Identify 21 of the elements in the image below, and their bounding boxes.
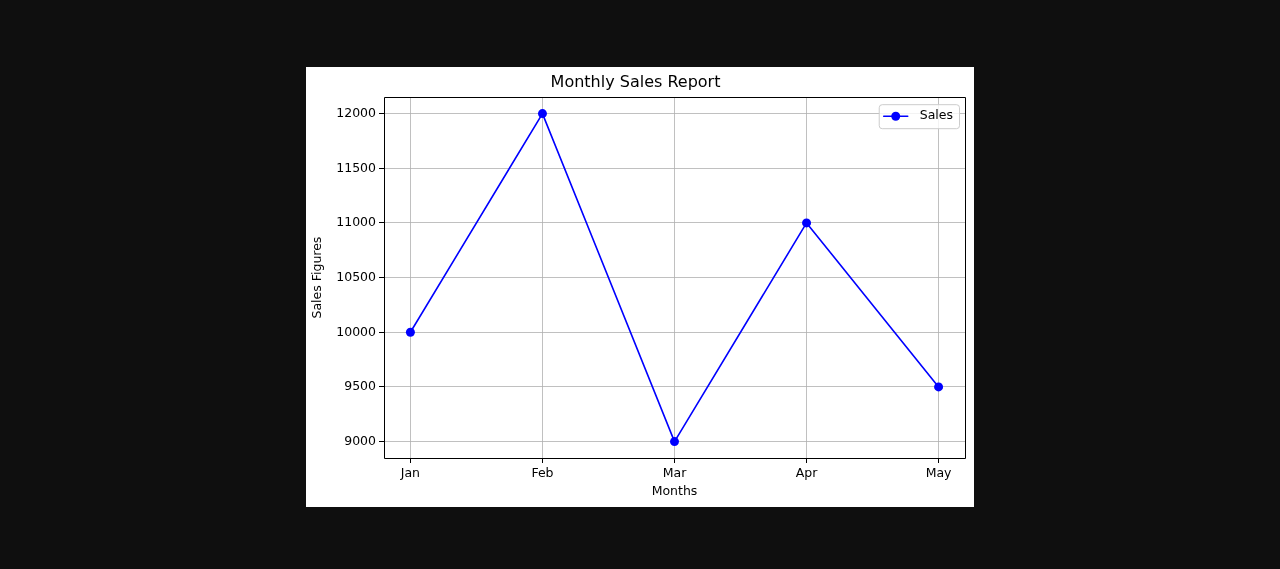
point [934, 382, 944, 392]
x-tick-label: Mar [662, 464, 688, 480]
x-tick-label: Jan [399, 464, 421, 480]
point [670, 437, 679, 447]
y-tick-label: 12000 [336, 104, 377, 120]
legend-label: Sales [919, 107, 954, 123]
chart-title: Monthly Sales Report [550, 71, 721, 91]
y-tick-label: 11000 [336, 214, 377, 230]
y-tick-label: 11500 [336, 159, 377, 175]
point [405, 327, 415, 337]
x-axis-title: Months [651, 482, 698, 498]
y-tick-label: 9000 [344, 432, 377, 448]
y-tick-label: 10000 [336, 323, 377, 339]
y-tick-label: 10500 [336, 268, 377, 284]
y-axis-title: Sales Figures [308, 236, 324, 319]
x-tick-label: May [925, 464, 953, 480]
x-tick-label: Apr [795, 464, 819, 480]
point [802, 218, 812, 228]
y-tick-label: 9500 [344, 378, 377, 394]
x-tick-label: Feb [531, 464, 554, 480]
point [537, 109, 547, 119]
